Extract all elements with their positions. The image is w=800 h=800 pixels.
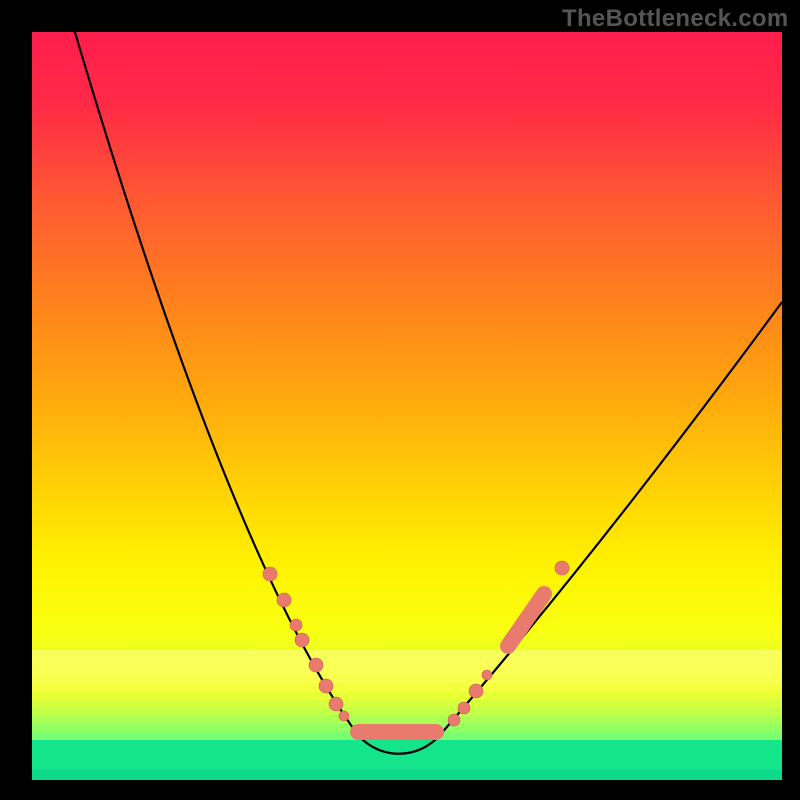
chart-svg bbox=[0, 0, 800, 800]
bottom-bands bbox=[32, 650, 782, 780]
watermark-label: TheBottleneck.com bbox=[562, 5, 788, 33]
plot-area bbox=[32, 12, 782, 780]
